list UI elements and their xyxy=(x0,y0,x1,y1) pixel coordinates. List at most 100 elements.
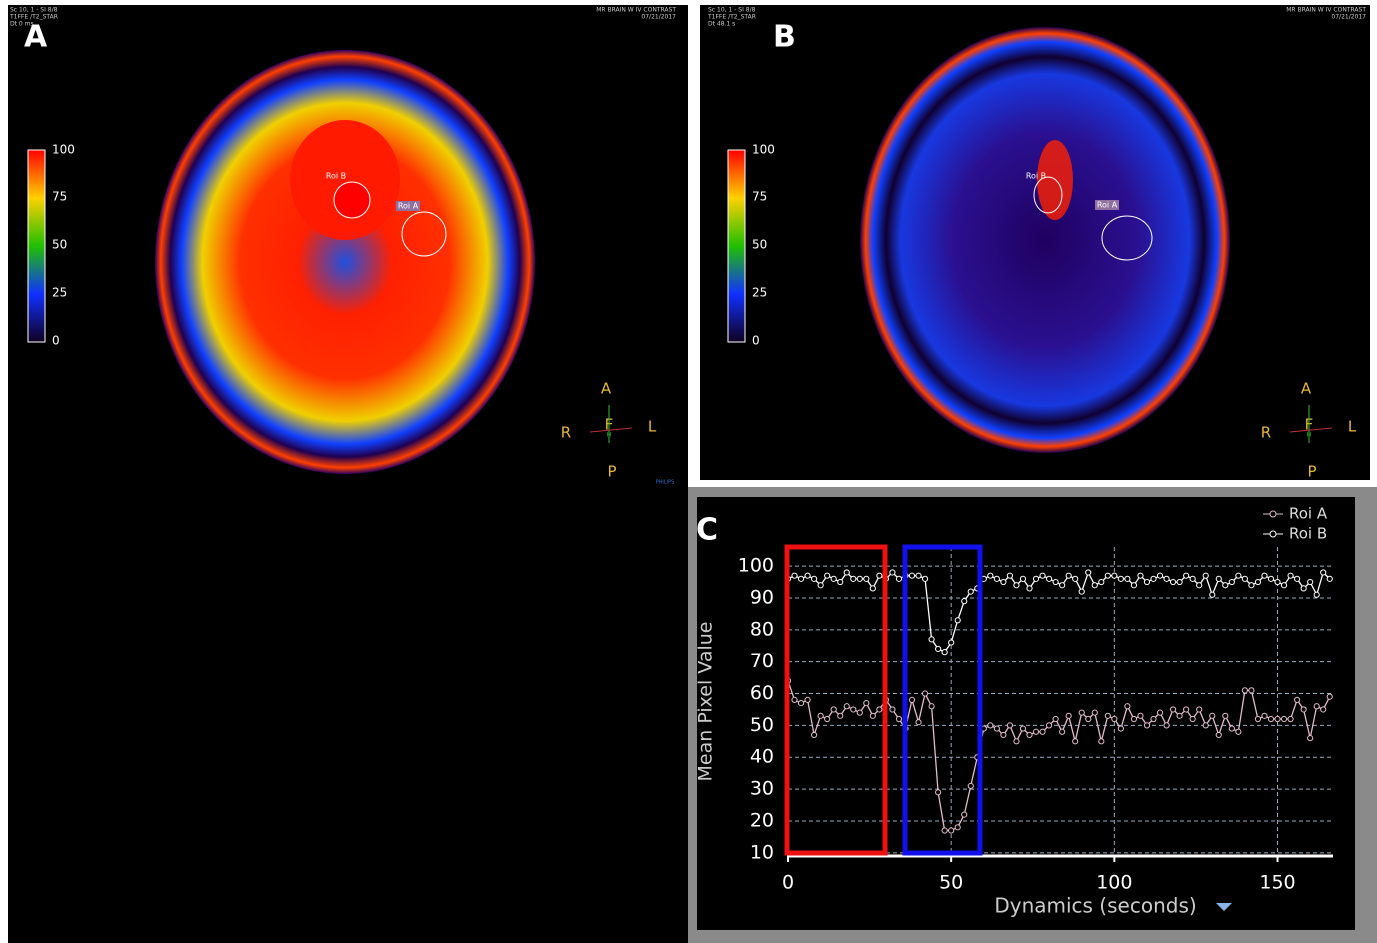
data-point xyxy=(935,789,942,796)
data-point xyxy=(830,575,837,582)
data-point xyxy=(1261,572,1268,579)
data-point xyxy=(1209,712,1216,719)
y-tick-label: 50 xyxy=(750,714,774,736)
data-point xyxy=(889,569,896,576)
dropdown-arrow xyxy=(1216,903,1232,911)
data-point xyxy=(824,572,831,579)
data-point xyxy=(1294,575,1301,582)
roi-b-outline xyxy=(333,181,371,219)
roi-label: Roi A xyxy=(1097,201,1118,210)
data-point xyxy=(1300,706,1307,713)
data-point xyxy=(1163,722,1170,729)
data-point xyxy=(791,572,798,579)
data-point xyxy=(1163,575,1170,582)
header-text: Dt 48.1 s xyxy=(708,21,735,28)
data-point xyxy=(1228,725,1235,732)
data-point xyxy=(1006,572,1014,579)
data-point xyxy=(1143,578,1151,586)
data-point xyxy=(1294,696,1301,704)
data-point xyxy=(1078,709,1085,716)
data-point xyxy=(967,588,974,595)
data-point xyxy=(987,722,994,729)
orientation-axis xyxy=(1289,427,1333,433)
data-point xyxy=(1307,735,1314,742)
data-point xyxy=(876,572,883,579)
highlight-box xyxy=(902,544,983,856)
data-point xyxy=(987,572,994,579)
data-point xyxy=(921,575,929,582)
data-point xyxy=(1287,715,1294,723)
data-point xyxy=(1169,706,1177,713)
data-point xyxy=(843,569,850,576)
colorbar-tick: 0 xyxy=(752,334,760,348)
data-point xyxy=(1143,722,1151,729)
colorbar xyxy=(727,149,746,343)
data-point xyxy=(1124,703,1131,710)
data-point xyxy=(1013,738,1020,745)
data-point xyxy=(1307,578,1314,586)
data-point xyxy=(954,617,961,624)
data-point xyxy=(1078,588,1085,595)
data-point xyxy=(1176,712,1183,719)
data-point xyxy=(1241,575,1248,582)
data-point xyxy=(1235,572,1242,579)
data-point xyxy=(1124,575,1131,582)
data-point xyxy=(948,639,955,646)
data-point xyxy=(791,696,798,704)
data-point xyxy=(1085,569,1092,576)
legend-label: Roi B xyxy=(1289,525,1327,543)
data-point xyxy=(856,575,863,582)
data-point xyxy=(1065,572,1072,579)
data-point xyxy=(837,578,844,586)
data-point xyxy=(1052,715,1059,723)
data-point xyxy=(1241,687,1248,694)
data-point xyxy=(1287,572,1294,579)
data-point xyxy=(1280,582,1288,589)
data-point xyxy=(1300,585,1307,592)
data-point xyxy=(1072,738,1079,745)
data-point xyxy=(1274,578,1281,586)
data-point xyxy=(797,699,805,707)
orientation: P xyxy=(607,463,616,481)
data-point xyxy=(1006,722,1014,729)
data-point xyxy=(1045,575,1053,582)
data-point xyxy=(1202,722,1209,729)
colorbar-tick: 75 xyxy=(752,190,767,204)
data-point xyxy=(1235,728,1242,735)
data-point xyxy=(1137,572,1144,579)
x-tick-label: 50 xyxy=(939,872,963,894)
colorbar xyxy=(27,149,46,343)
data-point xyxy=(889,706,896,713)
data-point xyxy=(961,598,968,605)
data-point xyxy=(850,575,857,582)
data-point xyxy=(1130,715,1138,723)
y-tick-label: 80 xyxy=(750,618,774,640)
panel-letter: A xyxy=(24,20,48,55)
roi-label: Roi B xyxy=(1026,172,1046,181)
data-point xyxy=(1026,731,1033,739)
data-point xyxy=(1091,582,1098,589)
header-text: T1FFE /T2_STAR xyxy=(707,14,756,21)
data-point xyxy=(993,725,1000,732)
header-text: MR BRAIN W IV CONTRAST xyxy=(596,7,676,14)
data-point xyxy=(837,712,844,719)
data-point xyxy=(1222,582,1229,589)
colorbar-tick: 100 xyxy=(52,143,75,157)
data-point xyxy=(1189,715,1196,723)
header-text: 07/21/2017 xyxy=(641,14,676,21)
data-point xyxy=(1039,572,1046,579)
orientation: L xyxy=(1348,418,1357,436)
colorbar-tick: 0 xyxy=(52,334,60,348)
data-point xyxy=(811,575,818,582)
data-point xyxy=(1137,712,1144,719)
data-point xyxy=(1039,728,1046,735)
data-point xyxy=(935,645,942,653)
orientation: A xyxy=(1301,380,1312,398)
x-tick-label: 150 xyxy=(1259,872,1295,894)
colorbar-tick: 75 xyxy=(52,190,67,204)
data-point xyxy=(928,636,935,643)
y-tick-label: 90 xyxy=(750,586,774,608)
data-point xyxy=(1326,693,1333,700)
data-point xyxy=(863,699,870,707)
data-point xyxy=(824,715,831,723)
